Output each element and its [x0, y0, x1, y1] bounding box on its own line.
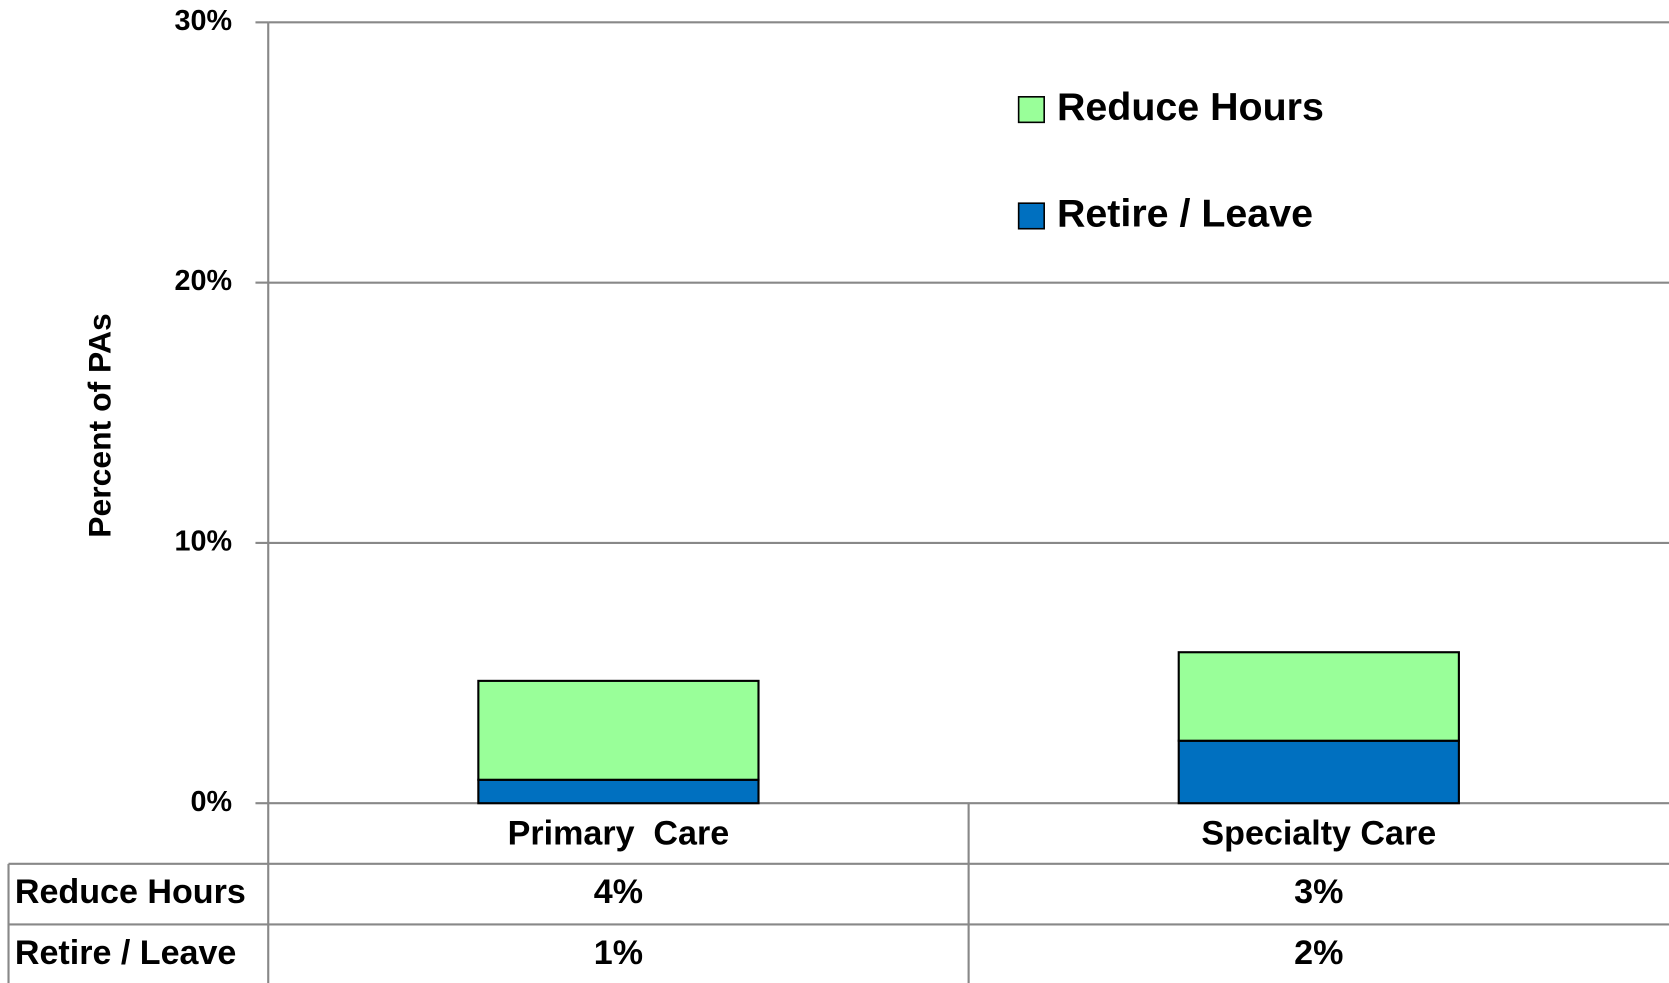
legend-label: Reduce Hours [1057, 85, 1324, 129]
x-tick-label: Specialty Care [1201, 815, 1436, 853]
bar-segment [1177, 739, 1460, 805]
table-row-label: Reduce Hours [15, 873, 246, 911]
legend-swatch [1017, 96, 1045, 124]
legend-label: Retire / Leave [1057, 191, 1313, 235]
y-tick-label: 30% [175, 5, 232, 37]
y-tick-label: 10% [175, 526, 232, 558]
bar-segment [1177, 651, 1460, 742]
y-tick-label: 0% [191, 786, 233, 818]
legend-swatch [1017, 202, 1045, 230]
bar-segment [477, 679, 760, 781]
table-row-label: Retire / Leave [15, 934, 236, 972]
table-cell: 2% [1294, 934, 1343, 972]
table-cell: 4% [594, 873, 643, 911]
y-axis-label: Percent of PAs [82, 313, 118, 538]
y-tick-label: 20% [175, 265, 232, 297]
x-tick-label: Primary Care [508, 815, 730, 853]
bar-segment [477, 778, 760, 805]
table-cell: 1% [594, 934, 643, 972]
table-cell: 3% [1294, 873, 1343, 911]
